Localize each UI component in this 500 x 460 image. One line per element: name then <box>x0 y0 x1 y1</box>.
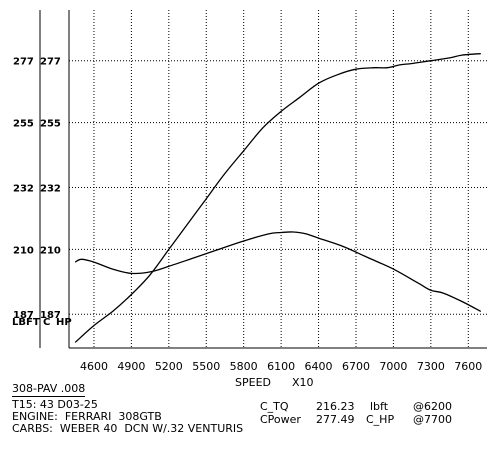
carb-info: CARBS: WEBER 40 DCN W/.32 VENTURIS <box>12 422 244 435</box>
y-axis-label-c: C <box>43 317 50 328</box>
test-info: T15: 43 D03-25 <box>12 398 98 411</box>
x-tick-label: 5800 <box>230 360 258 373</box>
power-value: 277.49 <box>316 413 355 426</box>
y-axis-label-lbft: LBFT <box>12 317 40 328</box>
y-tick-label-hp: 255 <box>40 119 61 130</box>
dyno-chart: 187 210 232 255 277 187 210 232 255 277 4600 4900… <box>12 10 487 389</box>
power-rpm: @7700 <box>413 413 452 426</box>
y-tick-label-lbft: 210 <box>13 245 34 256</box>
chart-grid <box>69 10 487 348</box>
x-tick-label: 6400 <box>305 360 333 373</box>
x-tick-label: 4900 <box>117 360 145 373</box>
x-tick-label: 6700 <box>342 360 370 373</box>
power-label: CPower <box>260 413 301 426</box>
y-tick-label-hp: 210 <box>40 245 61 256</box>
x-tick-label: 7000 <box>379 360 407 373</box>
torque-label: C_TQ <box>260 400 289 413</box>
x-tick-label: 7600 <box>454 360 482 373</box>
run-id: 308-PAV .008 <box>12 382 86 397</box>
y-tick-label-hp: 187 <box>40 310 61 321</box>
x-tick-label: 6100 <box>267 360 295 373</box>
y-axis-label-hp: HP <box>56 317 72 328</box>
torque-unit: lbft <box>370 400 389 413</box>
y-tick-label-lbft: 187 <box>13 310 34 321</box>
y-tick-label-lbft: 232 <box>13 183 34 194</box>
x-tick-label: 5500 <box>192 360 220 373</box>
y-tick-label-hp: 232 <box>40 183 61 194</box>
x-axis-title: SPEED X10 <box>235 376 314 389</box>
y-tick-labels-hp: 187 210 232 255 277 <box>40 57 61 322</box>
power-unit: C_HP <box>366 413 395 426</box>
y-tick-labels-lbft: 187 210 232 255 277 <box>13 57 34 322</box>
y-tick-label-lbft: 255 <box>13 119 34 130</box>
chart-axes <box>39 10 487 349</box>
tq-curve <box>74 231 482 312</box>
x-tick-label: 5200 <box>155 360 183 373</box>
chart-curves <box>74 53 482 343</box>
torque-rpm: @6200 <box>413 400 452 413</box>
x-tick-label: 7300 <box>417 360 445 373</box>
y-tick-label-hp: 277 <box>40 57 61 68</box>
torque-value: 216.23 <box>316 400 355 413</box>
y-tick-label-lbft: 277 <box>13 57 34 68</box>
hp-curve <box>74 53 481 343</box>
engine-info: ENGINE: FERRARI 308GTB <box>12 410 162 423</box>
x-tick-label: 4600 <box>80 360 108 373</box>
x-tick-labels: 4600 4900 5200 5500 5800 6100 6400 6700 7000 7300… <box>80 360 482 373</box>
